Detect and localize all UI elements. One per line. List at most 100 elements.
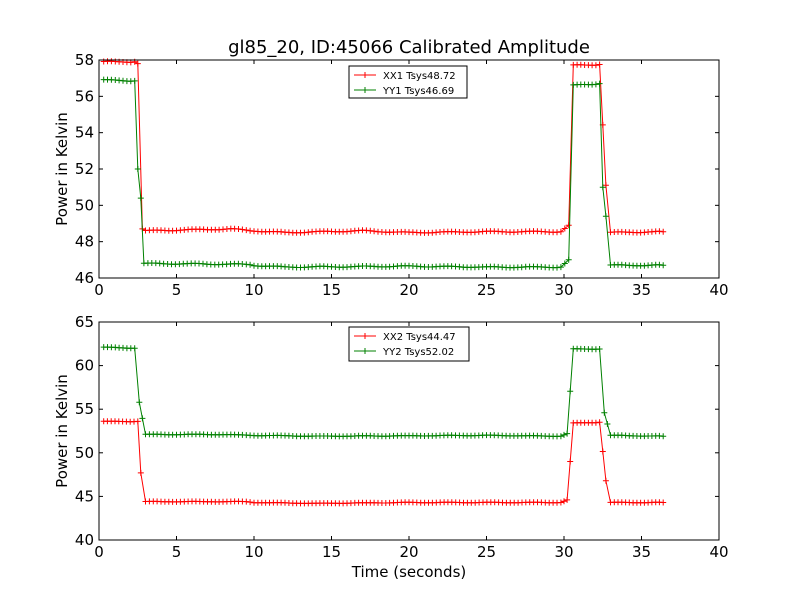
- legend-box: [348, 65, 468, 99]
- legend-label: YY1 Tsys46.69: [382, 86, 454, 97]
- data-point: [247, 499, 254, 506]
- panel-2: 0 5 10 15 20 25 30 35 40 40 45 50 55 60 65 Power in Kel…: [53, 313, 729, 561]
- data-point: [134, 60, 141, 67]
- x-tick-label: 30: [554, 543, 573, 561]
- series-yy2: [100, 344, 667, 440]
- x-tick-label: 20: [399, 543, 418, 561]
- data-point: [557, 264, 564, 271]
- y-tick-label: 65: [75, 313, 94, 331]
- data-point: [596, 419, 603, 426]
- legend-marker: [362, 87, 368, 93]
- x-axis-label: Time (seconds): [351, 563, 467, 581]
- data-point: [596, 80, 603, 87]
- data-point: [592, 81, 599, 88]
- x-tick-label: 10: [244, 543, 263, 561]
- x-tick-label: 5: [172, 543, 182, 561]
- series-xx2: [100, 418, 667, 507]
- data-point: [660, 228, 667, 235]
- data-point: [565, 222, 572, 229]
- series-xx1: [100, 58, 667, 236]
- data-point: [139, 415, 146, 422]
- x-tick-label: 35: [632, 543, 651, 561]
- data-point: [602, 477, 609, 484]
- data-point: [557, 499, 564, 506]
- y-tick-label: 50: [75, 196, 94, 214]
- y-axis-label: Power in Kelvin: [53, 374, 71, 488]
- data-point: [131, 77, 138, 84]
- legend-marker: [362, 348, 368, 354]
- data-point: [660, 262, 667, 269]
- x-tick-label: 0: [94, 543, 104, 561]
- legend-label: XX2 Tsys44.47: [383, 332, 456, 343]
- x-tick-label: 25: [477, 281, 496, 299]
- data-point: [247, 261, 254, 268]
- chart-title: gl85_20, ID:45066 Calibrated Amplitude: [228, 37, 590, 58]
- x-tick-label: 15: [322, 281, 341, 299]
- data-point: [557, 228, 564, 235]
- data-point: [134, 166, 141, 172]
- y-tick-label: 56: [75, 87, 94, 105]
- data-point: [131, 345, 138, 352]
- data-point: [561, 498, 567, 505]
- data-point: [660, 499, 667, 506]
- data-point: [602, 213, 609, 220]
- x-tick-label: 20: [399, 281, 418, 299]
- data-point: [656, 261, 663, 268]
- legend-entry: XX1 Tsys48.72: [354, 71, 456, 82]
- legend-entry: XX2 Tsys44.47: [354, 332, 456, 343]
- legend: XX2 Tsys44.47 YY2 Tsys52.02: [348, 326, 470, 362]
- y-tick-label: 46: [75, 269, 94, 287]
- x-tick-label: 0: [94, 281, 104, 299]
- data-point: [136, 399, 143, 406]
- data-point: [599, 184, 606, 191]
- data-point: [599, 448, 606, 455]
- legend-marker: [362, 72, 368, 78]
- panel-1: 0 5 10 15 20 25 30 35 40 46 48 50 52 54 56 58 Power in K…: [53, 51, 729, 299]
- x-tick-label: 25: [477, 543, 496, 561]
- data-point: [561, 225, 568, 232]
- x-tick-label: 40: [709, 543, 728, 561]
- legend-box: [348, 326, 470, 362]
- data-point: [602, 182, 609, 189]
- data-point: [596, 61, 603, 68]
- y-tick-label: 50: [75, 444, 94, 462]
- data-point: [567, 388, 574, 395]
- y-tick-label: 45: [75, 487, 94, 505]
- data-point: [564, 430, 571, 437]
- legend-entry: YY2 Tsys52.02: [354, 347, 454, 358]
- x-tick-label: 5: [172, 281, 182, 299]
- y-tick-label: 52: [75, 160, 94, 178]
- data-point: [134, 418, 141, 425]
- y-tick-label: 60: [75, 357, 94, 375]
- y-tick-label: 54: [75, 124, 94, 142]
- x-tick-label: 40: [709, 281, 728, 299]
- data-point: [596, 346, 603, 352]
- x-tick-label: 15: [322, 543, 341, 561]
- data-point: [561, 431, 567, 438]
- y-tick-label: 48: [75, 233, 94, 251]
- data-point: [137, 469, 144, 476]
- data-point: [239, 226, 246, 233]
- data-point: [243, 227, 250, 234]
- series-yy1: [100, 76, 667, 271]
- x-tick-label: 30: [554, 281, 573, 299]
- data-point: [565, 256, 572, 263]
- data-point: [601, 409, 608, 416]
- legend-label: XX1 Tsys48.72: [383, 71, 456, 82]
- legend-label: YY2 Tsys52.02: [382, 347, 454, 358]
- x-tick-label: 10: [244, 281, 263, 299]
- data-point: [604, 421, 611, 427]
- y-tick-label: 55: [75, 400, 94, 418]
- data-point: [561, 260, 568, 267]
- data-point: [564, 496, 571, 503]
- data-point: [660, 433, 667, 440]
- y-axis-label: Power in Kelvin: [53, 112, 71, 226]
- legend: XX1 Tsys48.72 YY1 Tsys46.69: [348, 65, 468, 99]
- y-tick-label: 40: [75, 531, 94, 549]
- data-point: [592, 62, 599, 69]
- data-point: [567, 458, 574, 465]
- data-point: [137, 195, 144, 202]
